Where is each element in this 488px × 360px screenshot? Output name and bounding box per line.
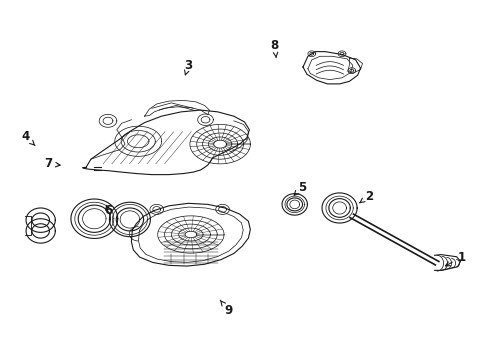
Text: 6: 6 [103, 204, 112, 217]
Text: 8: 8 [270, 39, 278, 58]
Text: 9: 9 [220, 300, 233, 318]
Text: 5: 5 [293, 181, 305, 195]
Text: 7: 7 [44, 157, 60, 170]
Text: 2: 2 [359, 190, 372, 203]
Text: 3: 3 [184, 59, 192, 75]
Text: 1: 1 [445, 251, 465, 266]
Text: 4: 4 [22, 130, 35, 145]
